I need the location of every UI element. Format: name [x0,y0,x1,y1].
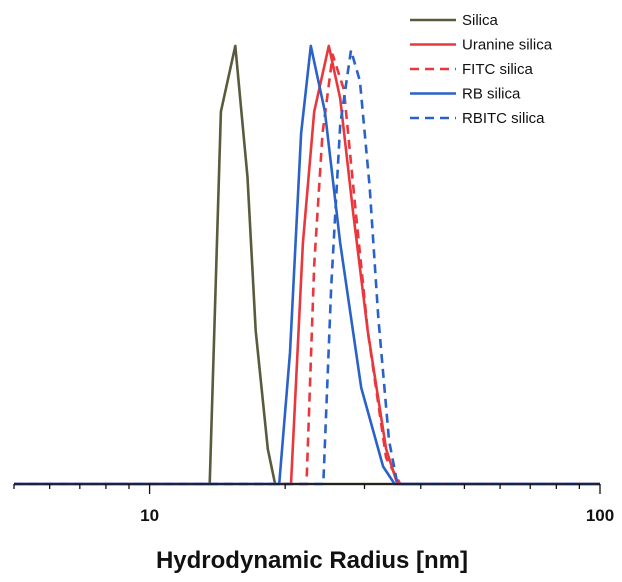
x-axis: 10 100 [13,483,614,525]
series-line-fitc-silica [14,53,600,486]
legend: Silica Uranine silica FITC silica RB silica… [410,12,553,127]
legend-label-silica: Silica [462,12,499,29]
legend-label-fitc-silica: FITC silica [462,61,533,78]
x-axis-title: Hydrodynamic Radius [nm] [156,547,468,574]
series-line-silica [14,44,600,486]
x-tick-label: 10 [140,506,159,525]
series-line-rbitc-silica [14,48,600,486]
x-tick-label: 100 [586,506,614,525]
series-line-uranine-silica [14,44,600,486]
series-line-rb-silica [14,44,600,486]
plot-area [14,44,600,486]
legend-label-rb-silica: RB silica [462,86,521,103]
legend-label-rbitc-silica: RBITC silica [462,110,545,127]
legend-label-uranine-silica: Uranine silica [462,37,553,54]
